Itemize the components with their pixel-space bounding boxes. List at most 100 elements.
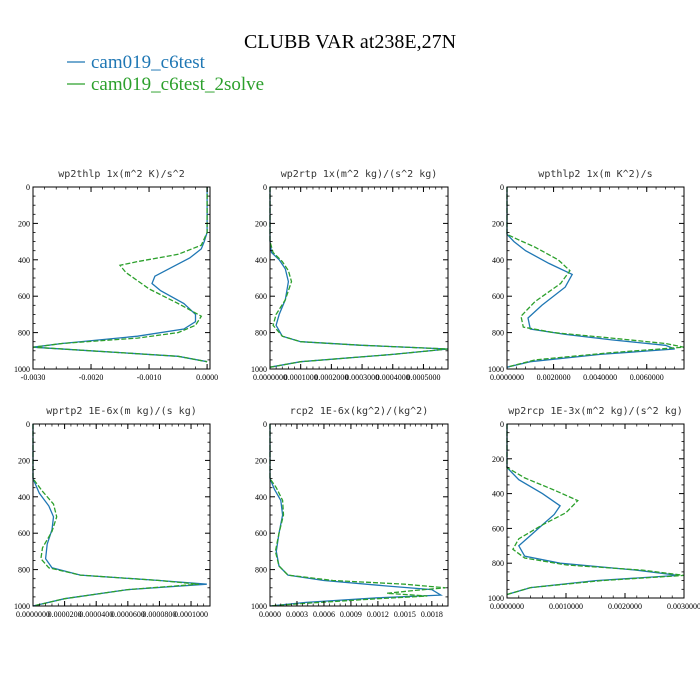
y-tick-label: 200 <box>18 456 30 465</box>
y-tick-label: 200 <box>492 455 504 464</box>
y-tick-label: 400 <box>18 493 30 502</box>
y-tick-label: 1000 <box>251 602 267 611</box>
y-tick-label: 1000 <box>14 602 30 611</box>
panel-6: wp2rcp 1E-3x(m^2 kg)/(s^2 kg) 0 200 400 600 8… <box>488 406 700 611</box>
series-line-1 <box>506 424 679 596</box>
y-tick-label: 800 <box>18 566 30 575</box>
x-tick-label: 0.0004000 <box>376 373 410 382</box>
plot-frame <box>32 186 211 370</box>
x-tick-label: 0.0000200 <box>48 610 82 619</box>
y-tick-label: 600 <box>18 529 30 538</box>
x-tick-label: 0.0010000 <box>549 602 583 611</box>
panel-1: wp2thlp 1x(m^2 K)/s^202004006008001000-0… <box>14 169 218 382</box>
x-tick-label: 0.0060000 <box>630 373 664 382</box>
series-line-2 <box>269 187 449 368</box>
x-tick-label: 0.0000400 <box>79 610 113 619</box>
legend: cam019_c6test cam019_c6test_2solve <box>67 52 264 95</box>
x-tick-label: 0.0005000 <box>406 373 440 382</box>
plot-frame <box>269 423 449 607</box>
y-tick-label: 400 <box>492 490 504 499</box>
x-tick-label: -0.0010 <box>137 373 162 382</box>
x-tick-label: 0.0006 <box>313 610 335 619</box>
panel-title: rcp2 1E-6x(kg^2)/(kg^2) <box>290 406 428 417</box>
x-tick-label: 0.0000000 <box>490 602 524 611</box>
legend-label-1: cam019_c6test <box>91 52 206 73</box>
series-line-2 <box>32 187 208 363</box>
y-tick-label: 400 <box>255 256 267 265</box>
y-tick-label: 400 <box>18 256 30 265</box>
y-tick-label: 800 <box>255 329 267 338</box>
y-tick-label: 600 <box>255 529 267 538</box>
x-tick-label: 0.0000000 <box>253 373 287 382</box>
y-tick-label: 600 <box>18 292 30 301</box>
y-tick-label: 200 <box>255 456 267 465</box>
legend-label-2: cam019_c6test_2solve <box>91 74 264 95</box>
y-tick-label: 0 <box>26 420 30 429</box>
plot-frame <box>506 186 685 370</box>
panel-title: wp2rtp 1x(m^2 kg)/(s^2 kg) <box>281 169 438 180</box>
panel-4: wprtp2 1E-6x(m kg)/(s kg) 0 200 400 600 800 10… <box>14 406 211 619</box>
y-tick-label: 600 <box>255 292 267 301</box>
panel-3: wpthlp2 1x(m K^2)/s020040060080010000.00… <box>488 169 685 382</box>
y-tick-label: 800 <box>492 559 504 568</box>
panel-title: wpthlp2 1x(m K^2)/s <box>538 169 652 180</box>
panels: wp2thlp 1x(m^2 K)/s^202004006008001000-0… <box>14 169 700 619</box>
x-tick-label: 0.0001000 <box>284 373 318 382</box>
x-tick-label: 0.0020000 <box>537 373 571 382</box>
x-tick-label: 0.0002000 <box>314 373 348 382</box>
series-line-2 <box>269 424 446 607</box>
y-tick-label: 200 <box>18 219 30 228</box>
figure-title: CLUBB VAR at238E,27N <box>244 31 456 53</box>
x-tick-label: -0.0030 <box>21 373 46 382</box>
y-tick-label: 0 <box>500 183 504 192</box>
series-line-1 <box>32 187 208 363</box>
x-tick-label: 0.0000600 <box>111 610 145 619</box>
panel-5: rcp2 1E-6x(kg^2)/(kg^2) 0 200 400 600 800 1000… <box>251 406 449 619</box>
x-tick-label: 0.0020000 <box>608 602 642 611</box>
panel-title: wprtp2 1E-6x(m kg)/(s kg) <box>46 406 197 417</box>
y-tick-label: 0 <box>263 420 267 429</box>
y-tick-label: 0 <box>26 183 30 192</box>
panel-title: wp2thlp 1x(m^2 K)/s^2 <box>58 169 184 180</box>
series-line-2 <box>506 187 685 368</box>
x-tick-label: 0.0012 <box>367 610 389 619</box>
x-tick-label: 0.0000000 <box>490 373 524 382</box>
y-tick-label: 1000 <box>488 594 504 603</box>
y-tick-label: 600 <box>492 292 504 301</box>
x-tick-label: 0.0030000 <box>667 602 700 611</box>
plot-frame <box>269 186 449 370</box>
x-tick-label: 0.0009 <box>340 610 362 619</box>
panel-title: wp2rcp 1E-3x(m^2 kg)/(s^2 kg) <box>508 406 683 417</box>
y-tick-label: 0 <box>263 183 267 192</box>
x-tick-label: 0.0040000 <box>583 373 617 382</box>
y-tick-label: 400 <box>492 256 504 265</box>
y-tick-label: 1000 <box>14 365 30 374</box>
y-tick-label: 200 <box>255 219 267 228</box>
y-tick-label: 800 <box>255 566 267 575</box>
series-line-1 <box>269 424 443 607</box>
x-tick-label: 0.0000800 <box>142 610 176 619</box>
y-tick-label: 400 <box>255 493 267 502</box>
x-tick-label: 0.0001000 <box>174 610 208 619</box>
series-line-1 <box>32 424 207 607</box>
x-tick-label: 0.0000 <box>196 373 218 382</box>
plot-frame <box>32 423 211 607</box>
y-tick-label: 200 <box>492 219 504 228</box>
series-line-2 <box>32 424 199 607</box>
x-tick-label: 0.0003 <box>286 610 308 619</box>
series-line-1 <box>506 187 675 368</box>
x-tick-label: 0.0018 <box>421 610 443 619</box>
x-tick-label: -0.0020 <box>79 373 104 382</box>
panel-2: wp2rtp 1x(m^2 kg)/(s^2 kg) 0 200 400 600 800 1… <box>251 169 449 382</box>
y-tick-label: 800 <box>492 329 504 338</box>
x-tick-label: 0.0000 <box>259 610 281 619</box>
y-tick-label: 0 <box>500 420 504 429</box>
y-tick-label: 1000 <box>251 365 267 374</box>
x-tick-label: 0.0003000 <box>345 373 379 382</box>
y-tick-label: 800 <box>18 329 30 338</box>
series-line-2 <box>506 424 685 596</box>
y-tick-label: 600 <box>492 524 504 533</box>
x-tick-label: 0.0000000 <box>16 610 50 619</box>
y-tick-label: 1000 <box>488 365 504 374</box>
